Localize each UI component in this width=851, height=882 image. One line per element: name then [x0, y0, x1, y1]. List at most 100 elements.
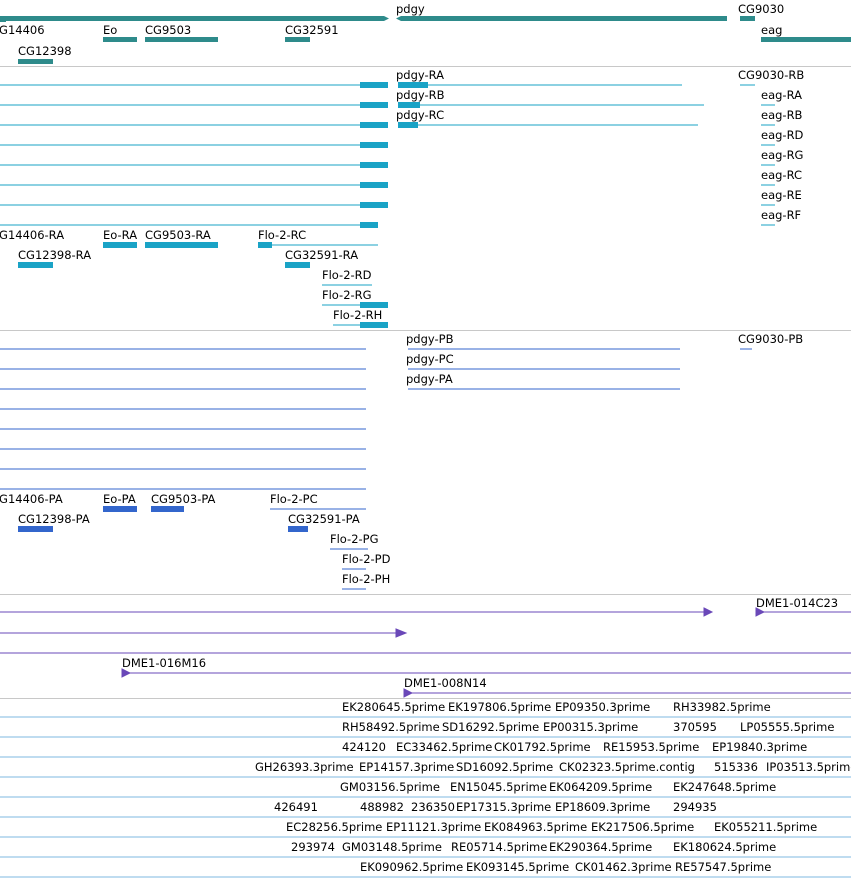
- est-label[interactable]: GM03156.5prime: [340, 780, 440, 794]
- transcript-label[interactable]: eag-RF: [761, 208, 802, 222]
- est-label[interactable]: RE57547.5prime: [675, 860, 772, 874]
- est-label[interactable]: RH33982.5prime: [673, 700, 771, 714]
- protein-label[interactable]: Flo-2-PG: [330, 532, 379, 546]
- est-label[interactable]: GH26393.3prime: [255, 760, 354, 774]
- est-label[interactable]: EK290364.5prime: [549, 840, 653, 854]
- gene-glyph-cg12398[interactable]: [18, 59, 53, 64]
- est-label[interactable]: EK055211.5prime: [714, 820, 818, 834]
- est-label[interactable]: CK02323.5prime.contig: [559, 760, 695, 774]
- gene-label[interactable]: pdgy: [396, 2, 425, 16]
- transcript-label[interactable]: eag-RB: [761, 108, 803, 122]
- est-label[interactable]: EP09350.3prime: [555, 700, 651, 714]
- transcript-label[interactable]: eag-RC: [761, 168, 803, 182]
- gene-glyph-eo[interactable]: [103, 37, 137, 42]
- gene-glyph-cg9503[interactable]: [145, 37, 218, 42]
- protein-label[interactable]: Flo-2-PD: [342, 552, 391, 566]
- transcript-label[interactable]: Eo-RA: [103, 228, 138, 242]
- track-separator: [0, 698, 851, 699]
- gene-glyph-eag[interactable]: [761, 37, 851, 42]
- est-label[interactable]: RE05714.5prime: [451, 840, 548, 854]
- est-label[interactable]: RH58492.5prime: [342, 720, 440, 734]
- transcript-label[interactable]: pdgy-RA: [396, 68, 445, 82]
- protein-label[interactable]: pdgy-PA: [406, 372, 453, 386]
- bac-label[interactable]: DME1-008N14: [404, 676, 487, 690]
- est-label[interactable]: 236350: [411, 800, 455, 814]
- est-label[interactable]: 424120: [342, 740, 386, 754]
- transcript-label[interactable]: CG9030-RB: [738, 68, 805, 82]
- est-label[interactable]: EK093145.5prime: [466, 860, 570, 874]
- est-label[interactable]: EK217506.5prime: [591, 820, 695, 834]
- transcript-label[interactable]: Flo-2-RH: [333, 308, 383, 322]
- protein-label[interactable]: pdgy-PB: [406, 332, 454, 346]
- est-label[interactable]: EK064209.5prime: [549, 780, 653, 794]
- est-label[interactable]: 294935: [673, 800, 717, 814]
- gene-label[interactable]: eag: [761, 23, 783, 37]
- est-label[interactable]: 426491: [274, 800, 318, 814]
- est-label[interactable]: EK280645.5prime: [342, 700, 446, 714]
- protein-label[interactable]: CG12398-PA: [18, 512, 90, 526]
- transcript-label[interactable]: CG32591-RA: [285, 248, 359, 262]
- est-label[interactable]: SD16292.5prime: [442, 720, 540, 734]
- est-label[interactable]: 515336: [714, 760, 758, 774]
- protein-label[interactable]: CG9030-PB: [738, 332, 804, 346]
- est-label[interactable]: EN15045.5prime: [450, 780, 547, 794]
- transcript-label[interactable]: CG9503-RA: [145, 228, 211, 242]
- est-label[interactable]: EP11121.3prime: [386, 820, 482, 834]
- est-label[interactable]: EP14157.3prime: [359, 760, 455, 774]
- protein-label[interactable]: CG14406-PA: [0, 492, 63, 506]
- protein-label[interactable]: Flo-2-PC: [270, 492, 318, 506]
- transcript-label[interactable]: eag-RD: [761, 128, 804, 142]
- est-label[interactable]: IP03513.5prime: [766, 760, 851, 774]
- gene-glyph-pdgy[interactable]: [396, 16, 727, 21]
- transcript-label[interactable]: pdgy-RC: [396, 108, 445, 122]
- transcript-label[interactable]: eag-RA: [761, 88, 802, 102]
- est-label[interactable]: 370595: [673, 720, 717, 734]
- est-label[interactable]: GM03148.5prime: [342, 840, 442, 854]
- gene-glyph-cg32591[interactable]: [285, 37, 310, 42]
- transcript-label[interactable]: pdgy-RB: [396, 88, 445, 102]
- est-label[interactable]: EC28256.5prime: [286, 820, 383, 834]
- est-label[interactable]: EP19840.3prime: [712, 740, 808, 754]
- transcript-label[interactable]: Flo-2-RC: [258, 228, 307, 242]
- est-label[interactable]: EK180624.5prime: [673, 840, 777, 854]
- est-label[interactable]: 293974: [291, 840, 335, 854]
- protein-label[interactable]: CG32591-PA: [288, 512, 360, 526]
- transcript-label[interactable]: Flo-2-RG: [322, 288, 372, 302]
- gene-glyph-cg9030[interactable]: [740, 16, 755, 21]
- protein-label[interactable]: Eo-PA: [103, 492, 136, 506]
- protein-label[interactable]: CG9503-PA: [151, 492, 216, 506]
- transcript-label[interactable]: eag-RE: [761, 188, 802, 202]
- est-label[interactable]: EC33462.5prime: [396, 740, 493, 754]
- gene-label[interactable]: CG12398: [18, 44, 72, 58]
- transcript-label[interactable]: Flo-2-RD: [322, 268, 372, 282]
- bac-label[interactable]: DME1-014C23: [756, 596, 839, 610]
- est-label[interactable]: 488982: [360, 800, 404, 814]
- bac-label[interactable]: DME1-016M16: [122, 656, 207, 670]
- est-label[interactable]: EP18609.3prime: [555, 800, 651, 814]
- protein-label[interactable]: pdgy-PC: [406, 352, 454, 366]
- transcript-label[interactable]: CG12398-RA: [18, 248, 92, 262]
- transcript-label[interactable]: CG14406-RA: [0, 228, 65, 242]
- est-label[interactable]: CK01462.3prime: [575, 860, 672, 874]
- protein-label[interactable]: Flo-2-PH: [342, 572, 391, 586]
- est-label[interactable]: EP00315.3prime: [543, 720, 639, 734]
- est-label[interactable]: EK197806.5prime: [448, 700, 552, 714]
- est-label[interactable]: LP05555.5prime: [740, 720, 835, 734]
- gene-label[interactable]: CG9030: [738, 2, 785, 16]
- est-label[interactable]: CK01792.5prime: [494, 740, 591, 754]
- gene-label[interactable]: CG32591: [285, 23, 339, 37]
- track-separator: [0, 66, 851, 67]
- est-label[interactable]: EK090962.5prime: [360, 860, 464, 874]
- gene-label[interactable]: Eo: [103, 23, 118, 37]
- est-label[interactable]: EK247648.5prime: [673, 780, 777, 794]
- est-label[interactable]: SD16092.5prime: [456, 760, 554, 774]
- transcript-track-glyphs: [0, 82, 775, 328]
- est-label[interactable]: EK084963.5prime: [484, 820, 588, 834]
- gene-label[interactable]: CG9503: [145, 23, 192, 37]
- est-label[interactable]: RE15953.5prime: [603, 740, 700, 754]
- transcript-label[interactable]: eag-RG: [761, 148, 804, 162]
- gene-glyph-flo-2[interactable]: [0, 16, 389, 21]
- gene-label[interactable]: CG14406: [0, 23, 45, 37]
- est-label[interactable]: EP17315.3prime: [456, 800, 552, 814]
